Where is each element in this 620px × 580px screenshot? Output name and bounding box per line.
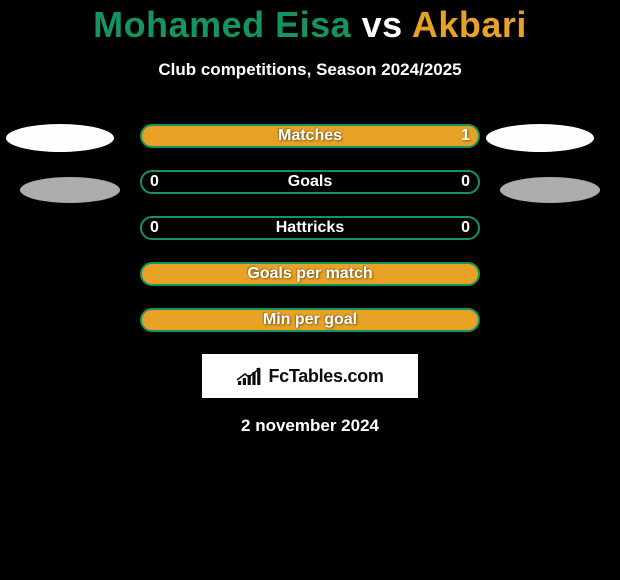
decorative-ellipse (20, 177, 120, 203)
stat-value-right: 0 (461, 216, 470, 240)
stat-row: Min per goal (0, 308, 620, 332)
player1-name: Mohamed Eisa (93, 4, 351, 45)
stat-pill: Goals per match (140, 262, 480, 286)
comparison-card: Mohamed Eisa vs Akbari Club competitions… (0, 0, 620, 580)
stat-label: Goals (142, 172, 478, 192)
logo-box[interactable]: FcTables.com (202, 354, 418, 398)
decorative-ellipse (486, 124, 594, 152)
stat-label: Matches (142, 126, 478, 146)
stat-row: Goals per match (0, 262, 620, 286)
stat-pill: Hattricks (140, 216, 480, 240)
stat-label: Hattricks (142, 218, 478, 238)
decorative-ellipse (6, 124, 114, 152)
bars-icon (236, 366, 264, 386)
stat-pill: Min per goal (140, 308, 480, 332)
stat-label: Min per goal (142, 310, 478, 330)
vs-separator: vs (351, 4, 412, 45)
logo-text: FcTables.com (268, 366, 383, 387)
stat-value-right: 1 (461, 124, 470, 148)
stat-value-right: 0 (461, 170, 470, 194)
stat-rows: Matches1Goals00Hattricks00Goals per matc… (0, 124, 620, 332)
stat-value-left: 0 (150, 170, 159, 194)
stat-pill: Goals (140, 170, 480, 194)
stat-label: Goals per match (142, 264, 478, 284)
player2-name: Akbari (412, 4, 527, 45)
subtitle: Club competitions, Season 2024/2025 (0, 60, 620, 80)
stat-pill: Matches (140, 124, 480, 148)
date-label: 2 november 2024 (0, 416, 620, 436)
stat-value-left: 0 (150, 216, 159, 240)
page-title: Mohamed Eisa vs Akbari (0, 4, 620, 46)
stat-row: Hattricks0 0 (0, 216, 620, 240)
decorative-ellipse (500, 177, 600, 203)
